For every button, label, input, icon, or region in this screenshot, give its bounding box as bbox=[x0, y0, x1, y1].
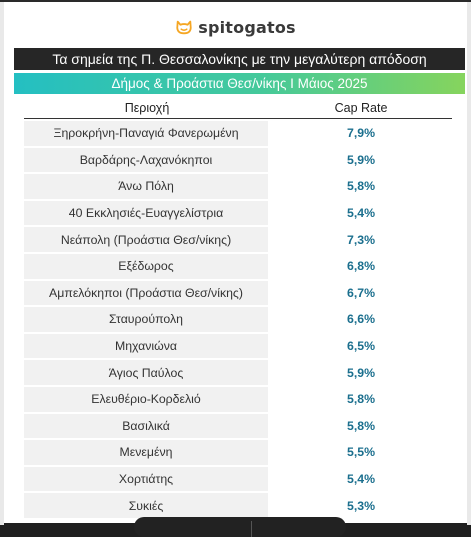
cap-rate-cell: 5,5% bbox=[270, 440, 452, 465]
left-edge-divider bbox=[0, 2, 4, 525]
right-edge-divider bbox=[467, 2, 471, 525]
brand-name: spitogatos bbox=[198, 17, 296, 37]
cap-rate-cell: 6,5% bbox=[270, 333, 452, 359]
table-row: Συκιές 5,3% bbox=[24, 493, 452, 518]
table-row: Άγιος Παύλος 5,9% bbox=[24, 360, 452, 385]
area-cell: Χορτιάτης bbox=[24, 466, 268, 492]
cap-rate-cell: 5,3% bbox=[270, 493, 452, 518]
cap-rate-cell: 6,8% bbox=[270, 253, 452, 279]
table-row: Νεάπολη (Προάστια Θεσ/νίκης) 7,3% bbox=[24, 227, 452, 252]
cap-rate-cell: 6,7% bbox=[270, 280, 452, 306]
cap-rate-cell: 5,4% bbox=[270, 200, 452, 226]
table-row: Μηχανιώνα 6,5% bbox=[24, 333, 452, 359]
area-cell: Βασιλικά bbox=[24, 413, 268, 439]
cap-rate-cell: 5,8% bbox=[270, 174, 452, 199]
cap-rate-table: Περιοχή Cap Rate Ξηροκρήνη-Παναγιά Φανερ… bbox=[24, 98, 452, 518]
table-header: Περιοχή Cap Rate bbox=[24, 98, 452, 119]
area-cell: Ξηροκρήνη-Παναγιά Φανερωμένη bbox=[24, 121, 268, 146]
area-cell: Συκιές bbox=[24, 493, 268, 518]
cap-rate-cell: 7,9% bbox=[270, 121, 452, 146]
cap-rate-cell: 6,6% bbox=[270, 307, 452, 332]
table-row: Μενεμένη 5,5% bbox=[24, 440, 452, 465]
cap-rate-cell: 5,8% bbox=[270, 386, 452, 412]
table-row: Ελευθέριο-Κορδελιό 5,8% bbox=[24, 386, 452, 412]
cat-icon bbox=[176, 20, 192, 35]
area-cell: Μενεμένη bbox=[24, 440, 268, 465]
area-cell: 40 Εκκλησιές-Ευαγγελίστρια bbox=[24, 200, 268, 226]
area-cell: Αμπελόκηποι (Προάστια Θεσ/νίκης) bbox=[24, 280, 268, 306]
table-row: Σταυρούπολη 6,6% bbox=[24, 307, 452, 332]
cap-rate-cell: 7,3% bbox=[270, 227, 452, 252]
control-divider bbox=[251, 521, 252, 537]
brand-logo: spitogatos bbox=[0, 16, 471, 38]
table-row: Βαρδάρης-Λαχανόκηποι 5,9% bbox=[24, 147, 452, 173]
table-row: Άνω Πόλη 5,8% bbox=[24, 174, 452, 199]
page-title: Τα σημεία της Π. Θεσσαλονίκης με την μεγ… bbox=[14, 48, 465, 70]
area-cell: Ελευθέριο-Κορδελιό bbox=[24, 386, 268, 412]
media-control-bar[interactable] bbox=[134, 517, 346, 537]
table-row: Ξηροκρήνη-Παναγιά Φανερωμένη 7,9% bbox=[24, 121, 452, 146]
column-header-area: Περιοχή bbox=[124, 101, 170, 115]
cap-rate-cell: 5,8% bbox=[270, 413, 452, 439]
table-row: Αμπελόκηποι (Προάστια Θεσ/νίκης) 6,7% bbox=[24, 280, 452, 306]
area-cell: Σταυρούπολη bbox=[24, 307, 268, 332]
area-cell: Άνω Πόλη bbox=[24, 174, 268, 199]
area-cell: Βαρδάρης-Λαχανόκηποι bbox=[24, 147, 268, 173]
area-cell: Νεάπολη (Προάστια Θεσ/νίκης) bbox=[24, 227, 268, 252]
column-header-cap-rate: Cap Rate bbox=[334, 101, 388, 115]
area-cell: Μηχανιώνα bbox=[24, 333, 268, 359]
table-row: Βασιλικά 5,8% bbox=[24, 413, 452, 439]
table-row: Εξέδωρος 6,8% bbox=[24, 253, 452, 279]
page-subtitle: Δήμος & Προάστια Θεσ/νίκης I Μάιος 2025 bbox=[14, 73, 465, 94]
cap-rate-cell: 5,9% bbox=[270, 147, 452, 173]
cap-rate-cell: 5,4% bbox=[270, 466, 452, 492]
area-cell: Άγιος Παύλος bbox=[24, 360, 268, 385]
cap-rate-cell: 5,9% bbox=[270, 360, 452, 385]
area-cell: Εξέδωρος bbox=[24, 253, 268, 279]
table-row: Χορτιάτης 5,4% bbox=[24, 466, 452, 492]
table-row: 40 Εκκλησιές-Ευαγγελίστρια 5,4% bbox=[24, 200, 452, 226]
